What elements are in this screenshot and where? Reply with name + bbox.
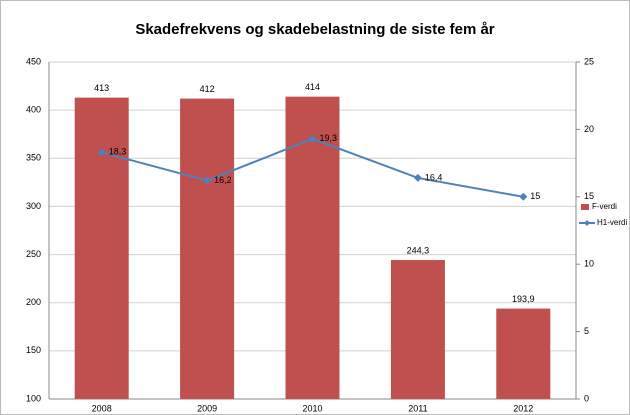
y-tick-label: 200 <box>26 297 41 307</box>
line-marker <box>97 148 106 157</box>
bar <box>496 308 551 399</box>
line-marker <box>519 192 528 201</box>
legend-label: F-verdi <box>592 202 617 211</box>
bar <box>180 98 235 400</box>
bar-value-label: 244,3 <box>407 245 430 255</box>
y2-tick-label: 0 <box>584 393 589 403</box>
y-tick-label: 250 <box>26 249 41 259</box>
line-value-label: 15 <box>530 191 540 201</box>
y-tick-label: 350 <box>26 153 41 163</box>
line-marker <box>308 134 317 143</box>
legend-marker <box>584 220 590 226</box>
y-tick-label: 100 <box>26 393 41 403</box>
y2-tick-label: 20 <box>584 124 594 134</box>
legend-swatch <box>581 204 589 210</box>
line-value-label: 18,3 <box>109 147 127 157</box>
y-tick-label: 450 <box>26 56 41 66</box>
bar-value-label: 413 <box>94 83 109 93</box>
bar <box>74 97 129 399</box>
y2-tick-label: 25 <box>584 56 594 66</box>
line-value-label: 16,2 <box>214 175 232 185</box>
y2-tick-label: 5 <box>584 326 589 336</box>
line-value-label: 16,4 <box>425 172 443 182</box>
bar-value-label: 414 <box>305 82 320 92</box>
x-tick-label: 2010 <box>302 403 322 413</box>
legend-label: H1-verdi <box>597 218 627 227</box>
bar-value-label: 412 <box>200 84 215 94</box>
y-tick-label: 150 <box>26 345 41 355</box>
x-tick-label: 2009 <box>197 403 217 413</box>
line-marker <box>203 176 212 185</box>
y2-tick-label: 15 <box>584 191 594 201</box>
y-tick-label: 400 <box>26 105 41 115</box>
x-tick-label: 2011 <box>408 403 427 413</box>
bar <box>285 96 340 400</box>
line-marker <box>413 173 422 182</box>
chart-title: Skadefrekvens og skadebelastning de sist… <box>135 21 494 38</box>
y2-tick-label: 10 <box>584 259 594 269</box>
bar-value-label: 193,9 <box>512 294 535 304</box>
x-tick-label: 2012 <box>513 403 533 413</box>
line-value-label: 19,3 <box>320 133 338 143</box>
x-tick-label: 2008 <box>92 403 112 413</box>
y-tick-label: 300 <box>26 201 41 211</box>
bar <box>390 260 445 399</box>
